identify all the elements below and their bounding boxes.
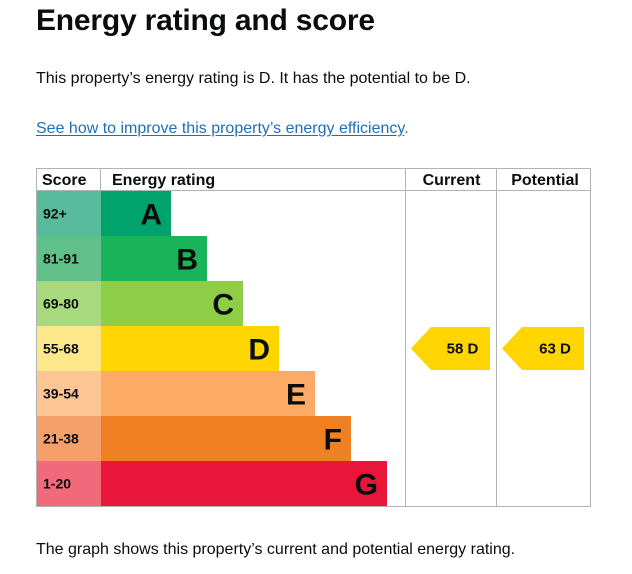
header-energy-rating: Energy rating [112, 172, 215, 189]
score-label-f: 21-38 [43, 431, 79, 447]
rating-bar-e [101, 371, 315, 416]
rating-letter-c: C [212, 289, 234, 322]
current-rating-label: 58 D [447, 341, 479, 358]
score-cell-e [37, 371, 101, 416]
page-title: Energy rating and score [36, 4, 375, 37]
score-label-c: 69-80 [43, 296, 79, 312]
rating-bar-d [101, 326, 279, 371]
score-cell-g [37, 461, 101, 506]
link-suffix: . [404, 120, 409, 137]
potential-arrow [502, 327, 584, 370]
score-label-d: 55-68 [43, 341, 79, 357]
score-label-b: 81-91 [43, 251, 79, 267]
rating-bar-f [101, 416, 351, 461]
graph-caption: The graph shows this property’s current … [36, 541, 516, 558]
score-cell-a [37, 191, 101, 236]
score-cell-b [37, 236, 101, 281]
header-potential: Potential [511, 172, 579, 189]
score-cell-d [37, 326, 101, 371]
rating-bar-c [101, 281, 243, 326]
chart-frame [36, 168, 591, 507]
rating-bar-g [101, 461, 387, 506]
rating-bar-a [101, 191, 171, 236]
rating-letter-a: A [140, 199, 162, 232]
potential-rating-label: 63 D [539, 341, 571, 358]
rating-letter-b: B [176, 244, 198, 277]
rating-letter-e: E [286, 379, 306, 412]
improve-efficiency-link[interactable]: See how to improve this property’s energ… [36, 120, 405, 137]
rating-bar-b [101, 236, 207, 281]
score-label-a: 92+ [43, 206, 67, 222]
rating-summary: This property’s energy rating is D. It h… [36, 70, 471, 87]
current-arrow [411, 327, 490, 370]
rating-letter-d: D [248, 334, 270, 367]
score-cell-c [37, 281, 101, 326]
score-label-e: 39-54 [43, 386, 79, 402]
rating-letter-g: G [355, 469, 378, 502]
rating-letter-f: F [324, 424, 342, 457]
header-score: Score [42, 172, 87, 189]
score-label-g: 1-20 [43, 476, 71, 492]
score-cell-f [37, 416, 101, 461]
improve-link-wrapper: See how to improve this property’s energ… [36, 120, 409, 138]
header-current: Current [423, 172, 481, 189]
